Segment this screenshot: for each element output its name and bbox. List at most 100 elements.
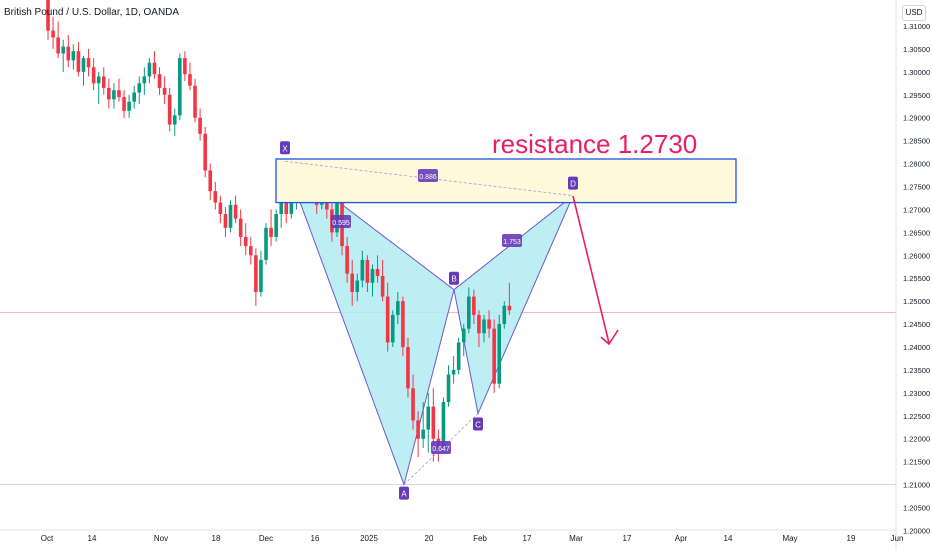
candle-body	[46, 0, 50, 31]
candle	[249, 236, 253, 265]
candle-body	[350, 273, 354, 292]
time-tick-label: Mar	[569, 534, 583, 543]
time-tick-label: 16	[311, 534, 320, 543]
candle-body	[467, 296, 471, 329]
candle-body	[279, 200, 284, 215]
xd-ratio-label[interactable]: 0.886	[418, 169, 438, 182]
ratio-label-text: 0.647	[432, 446, 450, 453]
candle	[208, 163, 213, 201]
candle-body	[456, 342, 461, 370]
candle-body	[101, 76, 106, 88]
candle	[370, 264, 375, 297]
harmonic-pattern	[283, 159, 574, 487]
price-tick-label: 1.29000	[903, 114, 930, 123]
pattern-point-c[interactable]: C	[473, 417, 483, 431]
candle	[502, 301, 507, 329]
candle	[456, 337, 461, 375]
candle-body	[482, 319, 486, 334]
candle-body	[431, 406, 436, 439]
point-label-box	[568, 176, 578, 190]
candle-body	[264, 227, 268, 260]
candle	[467, 287, 471, 334]
price-tick-label: 1.22000	[903, 435, 930, 444]
candle	[218, 195, 223, 224]
candle	[411, 374, 415, 430]
candle-body	[66, 46, 71, 61]
projection-arrow[interactable]	[572, 195, 610, 344]
currency-button[interactable]: USD	[902, 5, 926, 21]
projection-arrow-head	[600, 329, 619, 346]
time-tick-label: 18	[212, 534, 221, 543]
pattern-point-d[interactable]: D	[568, 176, 578, 190]
time-tick-label: Dec	[259, 534, 273, 543]
price-axis[interactable]: 1.31000 1.30500 1.30000 1.29500 1.29000 1.285…	[895, 0, 930, 550]
time-tick-label: Jun	[891, 534, 904, 543]
candle-body	[203, 133, 207, 171]
candle-body	[390, 314, 395, 343]
candle-body	[122, 97, 126, 111]
candle	[487, 310, 491, 338]
candle-body	[355, 280, 360, 292]
point-label-box	[473, 417, 483, 431]
resistance-annotation[interactable]: resistance 1.2730	[492, 129, 697, 159]
ratio-label-box	[331, 215, 351, 228]
resistance-zone[interactable]	[275, 158, 737, 204]
candle	[228, 200, 233, 233]
candle-body	[497, 324, 502, 384]
time-tick-label: 14	[724, 534, 733, 543]
pattern-point-a[interactable]: A	[399, 486, 409, 500]
time-axis[interactable]: Oct 14 Nov 18 Dec 16 2025 20 Feb 17 Mar 17 Apr 14 May 1…	[0, 529, 904, 543]
ratio-label-box	[418, 169, 438, 182]
candle-body	[269, 227, 273, 237]
candle-body	[451, 369, 456, 375]
candlestick-series	[46, 0, 512, 462]
candle-body	[274, 214, 278, 237]
candle	[451, 356, 456, 384]
candle-body	[345, 246, 349, 274]
candle	[127, 94, 131, 118]
candle	[365, 255, 370, 292]
candle	[385, 282, 390, 352]
symbol-title[interactable]: British Pound / U.S. Dollar, 1D, OANDA	[4, 7, 180, 18]
candle	[350, 259, 354, 306]
price-tick-label: 1.25500	[903, 274, 930, 283]
price-tick-label: 1.23000	[903, 389, 930, 398]
xb-ratio-label[interactable]: 0.595	[331, 215, 351, 228]
price-tick-label: 1.25000	[903, 297, 930, 306]
candle-body	[183, 58, 187, 75]
candle-body	[152, 62, 157, 75]
time-tick-label: 17	[623, 534, 632, 543]
ratio-label-box	[502, 234, 522, 247]
time-tick-label: Oct	[41, 534, 54, 543]
candle-body	[172, 115, 177, 125]
candle	[203, 126, 207, 178]
candle	[122, 90, 126, 118]
price-tick-label: 1.30000	[903, 68, 930, 77]
price-tick-label: 1.23500	[903, 366, 930, 375]
candle-body	[71, 51, 76, 61]
candle	[360, 250, 365, 288]
candle-body	[401, 301, 405, 348]
candle	[477, 310, 481, 348]
bd-ratio-label[interactable]: 1.753	[502, 234, 522, 247]
candle	[380, 259, 385, 302]
candle	[172, 108, 177, 137]
point-label-text: A	[401, 490, 407, 499]
candle	[507, 282, 512, 315]
drawing-overlays[interactable]: X A B C D 0.595 0.647 1.753 0.886 resistance 1.27…	[275, 129, 737, 500]
candle-body	[416, 420, 420, 439]
candle	[238, 209, 243, 247]
candle-body	[223, 214, 228, 228]
candle-body	[112, 90, 116, 100]
pattern-point-x[interactable]: X	[280, 141, 290, 155]
candle-body	[360, 259, 365, 281]
ac-ratio-label[interactable]: 0.647	[431, 441, 451, 454]
candle	[66, 35, 71, 68]
candle-body	[446, 374, 451, 403]
pattern-point-b[interactable]: B	[449, 271, 459, 285]
time-tick-label: Feb	[473, 534, 487, 543]
candle	[132, 85, 136, 109]
candle-body	[208, 170, 213, 192]
candle-body	[61, 46, 66, 54]
